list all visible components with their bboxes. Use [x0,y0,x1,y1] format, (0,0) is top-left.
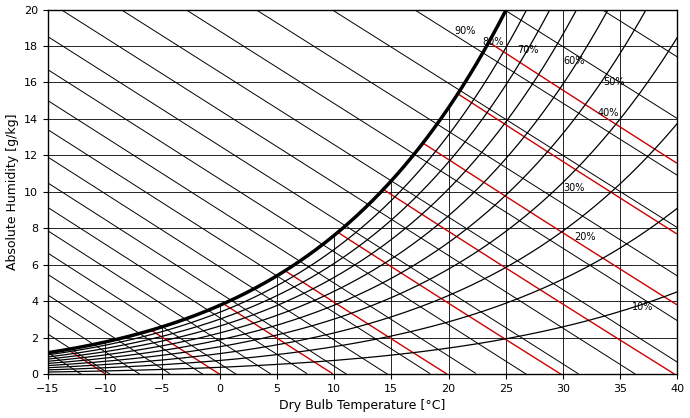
Y-axis label: Absolute Humidity [g/kg]: Absolute Humidity [g/kg] [6,114,19,270]
Text: 80%: 80% [483,37,504,47]
Text: 50%: 50% [603,77,624,87]
Text: 10%: 10% [631,302,653,312]
Text: 40%: 40% [598,108,619,118]
Text: 70%: 70% [518,45,539,55]
X-axis label: Dry Bulb Temperature [°C]: Dry Bulb Temperature [°C] [279,400,446,413]
Text: 30%: 30% [563,183,584,193]
Text: 90%: 90% [454,26,475,36]
Text: 20%: 20% [574,232,596,242]
Text: 60%: 60% [563,56,584,66]
